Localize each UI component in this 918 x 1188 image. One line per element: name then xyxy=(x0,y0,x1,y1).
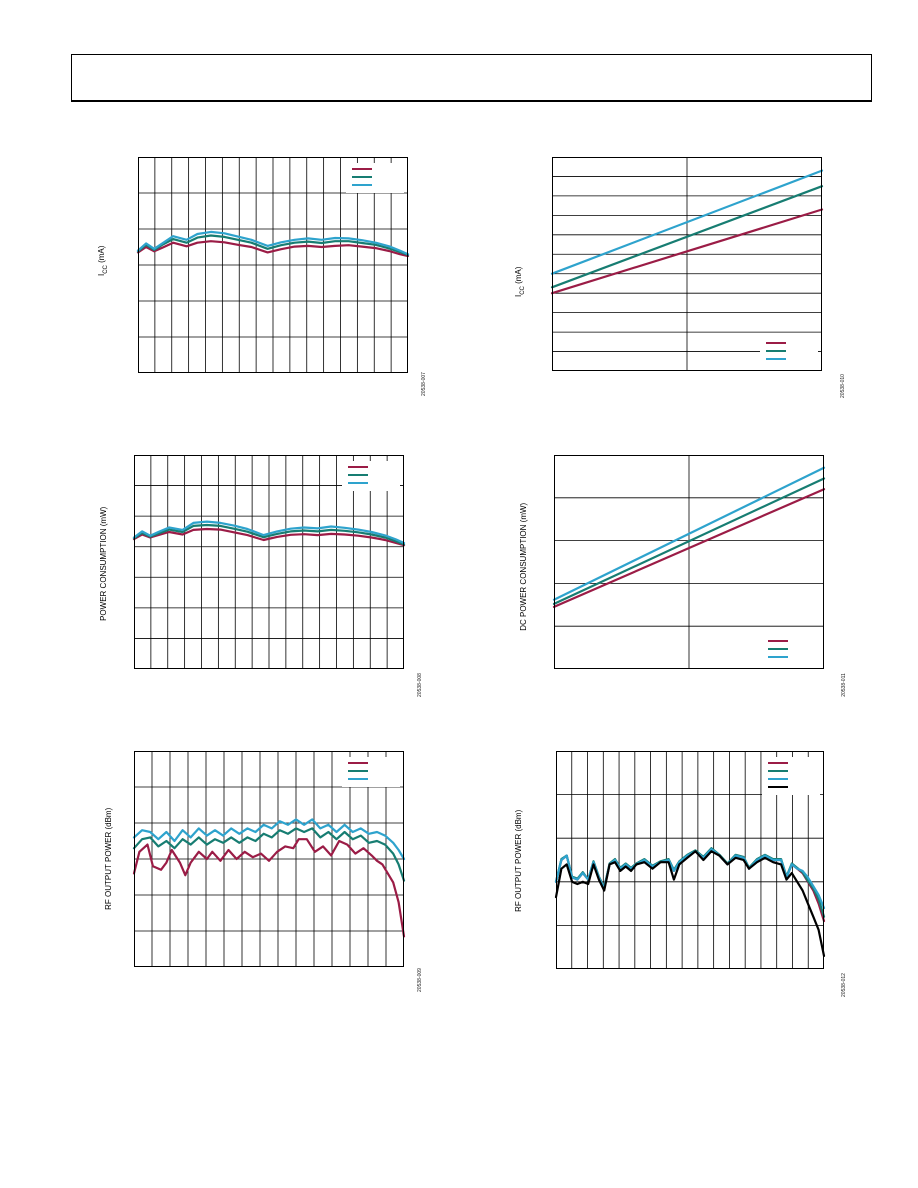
chart-icc-top-left xyxy=(136,157,410,373)
series-line-2 xyxy=(136,234,410,256)
series-line-3 xyxy=(552,466,826,601)
chart-rf-output-power-left-ylabel: RF OUTPUT POWER (dBm) xyxy=(104,789,116,929)
series-line-2 xyxy=(554,847,826,918)
chart-dc-power-consumption-right xyxy=(552,455,826,669)
series-line-1 xyxy=(132,527,406,547)
plot-border xyxy=(134,751,404,967)
chart-icc-top-left-figure-id: 20538-007 xyxy=(421,372,427,396)
plot-border xyxy=(138,157,408,373)
plot-border xyxy=(554,455,824,669)
chart-power-consumption-left-figure-id: 20538-008 xyxy=(417,673,423,697)
ylabel-main: RF OUTPUT POWER xyxy=(514,833,524,912)
chart-power-consumption-left xyxy=(132,455,406,669)
series-line-3 xyxy=(132,520,406,545)
chart-icc-top-right xyxy=(550,157,824,371)
ylabel-main: DC POWER CONSUMPTION xyxy=(519,524,529,631)
ylabel-unit: (mA) xyxy=(97,245,107,266)
series-line-1 xyxy=(136,240,410,258)
plot-border xyxy=(556,751,824,969)
series-line-3 xyxy=(132,818,406,861)
chart-rf-output-power-left xyxy=(132,751,406,967)
series-line-2 xyxy=(132,827,406,882)
chart-dc-power-consumption-right-ylabel: DC POWER CONSUMPTION (mW) xyxy=(519,472,531,662)
plot-border xyxy=(134,455,404,669)
series-line-2 xyxy=(132,523,406,546)
page-header-box xyxy=(71,54,872,102)
ylabel-subscript: CC xyxy=(102,265,109,274)
ylabel-unit: (dBm) xyxy=(514,809,524,834)
series-line-1 xyxy=(554,848,826,923)
chart-rf-output-power-right-ylabel: RF OUTPUT POWER (dBm) xyxy=(514,791,526,931)
chart-rf-output-power-right-figure-id: 20538-012 xyxy=(841,973,847,997)
series-line-2 xyxy=(550,185,824,289)
grid xyxy=(138,157,408,373)
series-line-3 xyxy=(554,848,826,910)
ylabel-main: POWER CONSUMPTION xyxy=(99,528,109,621)
ylabel-unit: (dBm) xyxy=(104,807,114,832)
ylabel-unit: (mW) xyxy=(519,502,529,525)
ylabel-unit: (mW) xyxy=(99,506,109,529)
ylabel-unit: (mA) xyxy=(514,266,524,287)
chart-rf-output-power-right xyxy=(554,751,826,969)
chart-icc-top-right-figure-id: 20538-010 xyxy=(840,374,846,398)
series-line-4 xyxy=(554,850,826,957)
ylabel-main: I xyxy=(97,273,107,277)
series-line-1 xyxy=(552,488,826,608)
series-line-1 xyxy=(550,208,824,295)
series-line-2 xyxy=(552,477,826,605)
chart-rf-output-power-left-figure-id: 20538-009 xyxy=(417,968,423,992)
ylabel-main: RF OUTPUT POWER xyxy=(104,831,114,910)
chart-dc-power-consumption-right-figure-id: 20538-011 xyxy=(841,673,847,697)
series-line-3 xyxy=(550,169,824,275)
ylabel-subscript: CC xyxy=(519,286,526,295)
chart-power-consumption-left-ylabel: POWER CONSUMPTION (mW) xyxy=(99,479,111,649)
ylabel-main: I xyxy=(514,294,524,298)
plot-border xyxy=(552,157,822,371)
chart-icc-top-right-ylabel: ICC (mA) xyxy=(514,252,526,312)
series-line-3 xyxy=(136,230,410,256)
chart-icc-top-left-ylabel: ICC (mA) xyxy=(97,231,109,291)
grid xyxy=(554,455,824,669)
series-line-1 xyxy=(132,838,406,938)
